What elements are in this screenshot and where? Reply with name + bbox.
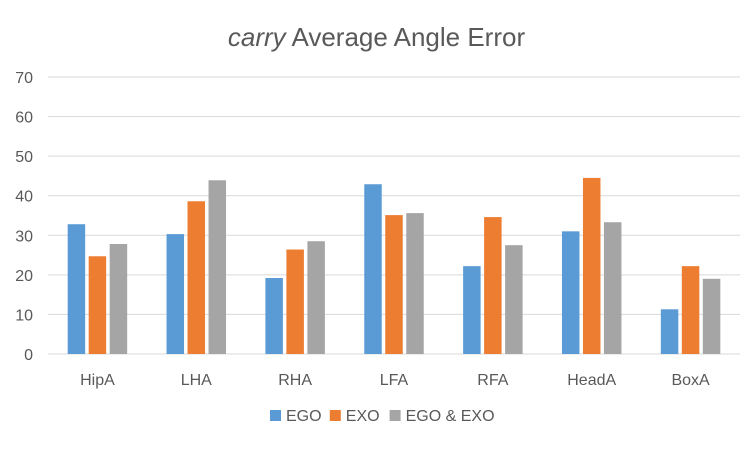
x-axis-tick-labels: HipA LHA RHA LFA RFA HeadA BoxA [80, 372, 710, 389]
legend-swatch-ego [270, 410, 281, 421]
legend-label-ego: EGO [286, 408, 322, 425]
bar-heada-exo [582, 177, 601, 354]
y-tick-label-40: 40 [15, 189, 33, 206]
x-tick-label-lfa: LFA [380, 372, 409, 389]
legend-label-ego-exo: EGO & EXO [406, 408, 495, 425]
bar-lha-ego [166, 234, 185, 354]
y-tick-label-50: 50 [15, 149, 33, 166]
bar-heada-ego [561, 231, 580, 354]
y-tick-label-10: 10 [15, 307, 33, 324]
bar-lha-ego-exo [208, 180, 227, 354]
legend-swatch-ego-exo [389, 410, 401, 421]
bar-lfa-ego [364, 184, 382, 354]
legend-swatch-exo [329, 410, 341, 421]
bar-hipa-exo [88, 256, 107, 354]
bar-hipa-ego-exo [109, 243, 128, 354]
bar-heada-ego-exo [603, 222, 622, 354]
chart-title-rest: Average Angle Error [291, 22, 525, 52]
bar-rha-exo [286, 249, 304, 354]
bar-rfa-ego [463, 266, 481, 354]
x-tick-label-boxa: BoxA [671, 372, 710, 389]
y-tick-label-60: 60 [15, 110, 33, 127]
bar-lfa-ego-exo [406, 213, 424, 354]
legend-label-exo: EXO [346, 408, 380, 425]
x-tick-label-heada: HeadA [567, 372, 616, 389]
bar-lfa-exo [385, 215, 403, 354]
bars [67, 177, 721, 354]
x-tick-label-rfa: RFA [477, 372, 508, 389]
x-tick-label-rha: RHA [278, 372, 312, 389]
bar-hipa-ego [67, 224, 86, 354]
bar-boxa-exo [681, 266, 700, 354]
y-axis-tick-labels: 0 10 20 30 40 50 60 70 [15, 70, 33, 364]
x-tick-label-hipa: HipA [80, 372, 115, 389]
legend: EGO EXO EGO & EXO [270, 408, 495, 425]
bar-boxa-ego [660, 309, 679, 354]
chart-title-emphasis: carry [228, 22, 288, 52]
chart-title: carry Average Angle Error [228, 22, 526, 52]
bar-boxa-ego-exo [702, 278, 721, 354]
bar-rha-ego [265, 278, 283, 354]
x-tick-label-lha: LHA [181, 372, 212, 389]
bar-rfa-exo [484, 217, 502, 354]
y-tick-label-70: 70 [15, 70, 33, 87]
bar-lha-exo [187, 201, 206, 354]
bar-rha-ego-exo [307, 241, 325, 354]
y-tick-label-30: 30 [15, 228, 33, 245]
bar-rfa-ego-exo [505, 245, 523, 354]
y-tick-label-0: 0 [24, 347, 33, 364]
y-tick-label-20: 20 [15, 268, 33, 285]
